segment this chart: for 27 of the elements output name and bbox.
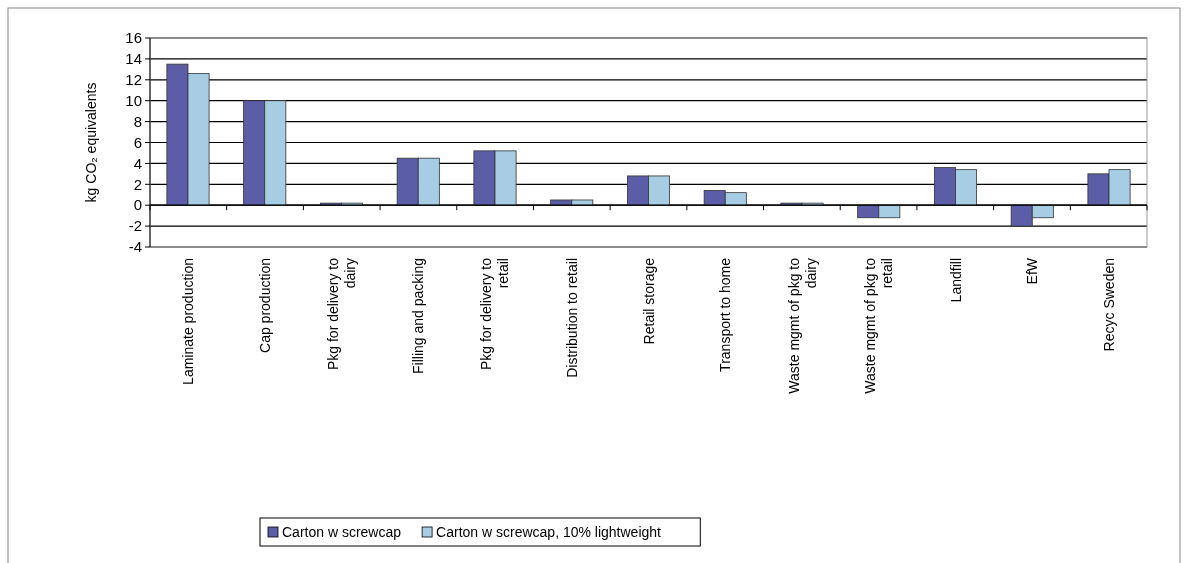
y-tick-label: -2 (128, 217, 142, 235)
y-tick-label: 4 (133, 154, 142, 172)
x-tick-label: Landfill (947, 258, 964, 303)
x-tick-label: Recyc Sweden (1101, 258, 1118, 352)
legend-label: Carton w screwcap, 10% lightweight (436, 524, 662, 540)
x-tick-label: Waste mgmt of pkg to dairy (785, 257, 819, 394)
x-tick-label: Pkg for delivery to dairy (324, 257, 358, 371)
y-tick-label: 2 (133, 175, 142, 193)
legend-label: Carton w screwcap (282, 524, 402, 540)
x-tick-label: Transport to home (717, 257, 734, 372)
y-tick-label: 10 (125, 91, 142, 109)
x-tick-label: Pkg for delivery to retail (478, 257, 512, 371)
x-tick-label: Cap production (256, 258, 273, 353)
y-tick-label: -4 (128, 238, 142, 256)
x-tick-label: Distribution to retail (563, 258, 580, 378)
x-tick-label: Filling and packing (410, 258, 427, 374)
x-tick-label: Retail storage (640, 257, 657, 345)
y-axis-title: kg CO₂ equivalents (83, 82, 99, 203)
x-tick-label: Waste mgmt of pkg to retail (862, 257, 896, 394)
y-tick-label: 16 (125, 29, 142, 47)
y-tick-label: 12 (125, 71, 142, 89)
y-tick-label: 0 (133, 196, 142, 214)
y-tick-label: 14 (125, 50, 142, 68)
x-tick-label: EfW (1024, 257, 1041, 285)
y-tick-label: 8 (133, 112, 142, 130)
x-tick-label: Laminate production (179, 258, 196, 385)
y-tick-label: 6 (133, 133, 142, 151)
